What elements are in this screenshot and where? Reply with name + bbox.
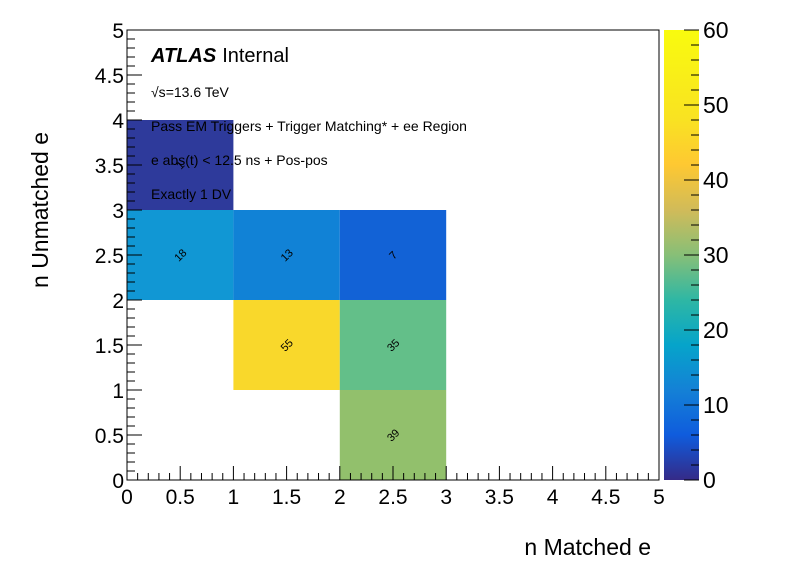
energy-sqrt: √s	[151, 84, 166, 100]
x-tick-label: 4	[547, 486, 559, 509]
heatmap-cell	[339, 300, 447, 390]
heatmap-cell	[127, 210, 234, 300]
heatmap-cell	[339, 390, 447, 480]
energy-label: √s=13.6 TeV	[151, 84, 230, 100]
x-tick-label: 0.5	[166, 486, 195, 509]
x-axis: 0 0.5 1 1.5 2 2.5 3 3.5 4 4.5 5	[121, 466, 665, 509]
heatmap-cell	[233, 210, 340, 300]
y-tick-label: 3	[112, 200, 124, 223]
z-tick-label: 30	[703, 242, 729, 268]
z-tick-label: 20	[703, 317, 729, 343]
selection-line-3: Exactly 1 DV	[151, 186, 232, 202]
y-tick-label: 0.5	[95, 425, 124, 448]
y-axis-label: n Unmatched e	[27, 132, 53, 288]
x-tick-label: 3	[440, 486, 452, 509]
x-tick-label: 1.5	[272, 486, 301, 509]
y-axis: 0 0.5 1 1.5 2 2.5 3 3.5 4 4.5 5	[95, 20, 142, 493]
atlas-label-bold: ATLAS	[150, 45, 217, 67]
selection-line-1: Pass EM Triggers + Trigger Matching* + e…	[151, 118, 467, 134]
y-tick-label: 5	[112, 20, 124, 43]
energy-value: =13.6 TeV	[166, 84, 230, 100]
y-tick-label: 1.5	[95, 335, 124, 358]
x-tick-label: 2	[334, 486, 346, 509]
z-tick-label: 50	[703, 92, 729, 118]
x-axis-label: n Matched e	[524, 534, 651, 560]
y-tick-label: 4.5	[95, 65, 124, 88]
y-tick-label: 4	[112, 110, 124, 133]
z-tick-label: 10	[703, 392, 729, 418]
heatmap-cell	[127, 120, 234, 210]
x-tick-label: 0	[121, 486, 133, 509]
x-tick-label: 4.5	[591, 486, 620, 509]
y-tick-label: 2.5	[95, 245, 124, 268]
atlas-label: ATLAS Internal	[150, 45, 289, 67]
y-tick-label: 3.5	[95, 155, 124, 178]
selection-line-2: e abs(t) < 12.5 ns + Pos-pos	[151, 152, 328, 168]
y-tick-label: 1	[112, 380, 124, 403]
y-tick-label: 2	[112, 290, 124, 313]
x-tick-label: 5	[653, 486, 665, 509]
color-scale: 0 10 20 30 40 50 60	[664, 17, 729, 493]
z-tick-label: 60	[703, 17, 729, 43]
x-tick-label: 2.5	[378, 486, 407, 509]
heatmap-cell	[339, 210, 447, 300]
heatmap-cell	[233, 300, 340, 390]
atlas-label-internal: Internal	[222, 45, 289, 67]
x-tick-label: 3.5	[485, 486, 514, 509]
z-tick-label: 0	[703, 467, 716, 493]
x-tick-label: 1	[228, 486, 240, 509]
y-tick-label: 0	[112, 470, 124, 493]
z-tick-label: 40	[703, 167, 729, 193]
